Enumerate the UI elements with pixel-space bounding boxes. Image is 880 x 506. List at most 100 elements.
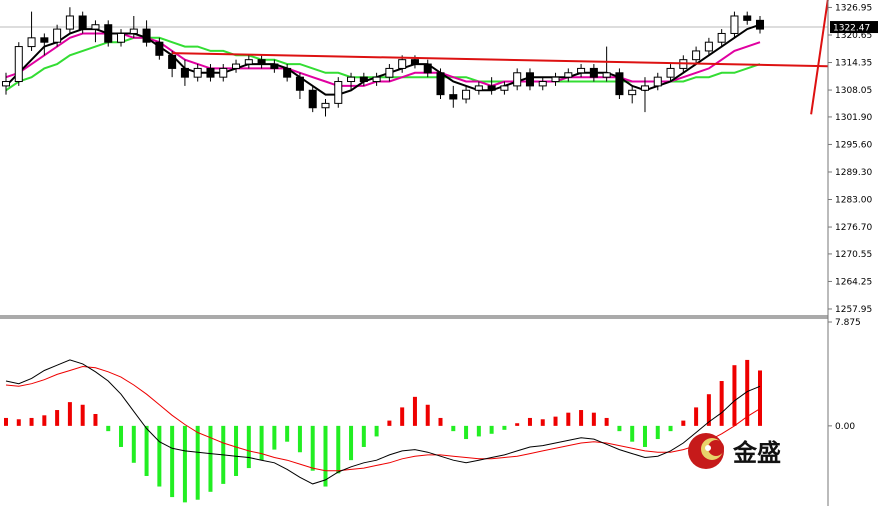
candlesticks	[1, 7, 765, 117]
price-tick-label: 1320.65	[835, 31, 872, 41]
current-price-marker: 1322.47	[830, 21, 878, 34]
price-tick-label: 1326.95	[835, 3, 872, 13]
macd-bar	[259, 425, 264, 461]
candle	[666, 64, 675, 82]
candle	[91, 20, 100, 43]
macd-bar	[642, 425, 647, 447]
candle-body	[104, 24, 113, 43]
macd-bar	[527, 417, 532, 426]
candle	[564, 68, 573, 82]
macd-bar	[131, 425, 136, 463]
macd-bar	[55, 410, 60, 426]
candle	[14, 42, 23, 86]
macd-bar	[425, 404, 430, 426]
price-tick-label: 1276.70	[835, 223, 872, 233]
candle-body	[347, 76, 356, 83]
candle-body	[244, 59, 253, 65]
trend-line	[810, 0, 829, 115]
candle-body	[232, 63, 241, 69]
candle-body	[462, 89, 471, 100]
macd-bar	[758, 370, 762, 426]
candle-body	[155, 41, 164, 56]
candle	[321, 99, 330, 117]
macd-bar	[67, 402, 72, 426]
candle-body	[117, 32, 126, 43]
candle-body	[142, 28, 151, 43]
candle-body	[436, 72, 445, 96]
macd-bar	[93, 413, 98, 426]
trend-line	[172, 52, 829, 68]
candle	[193, 64, 202, 82]
price-tick-label: 1301.90	[835, 113, 872, 123]
candle-body	[385, 67, 394, 78]
current-price-label: 1322.47	[833, 24, 870, 34]
macd-bar	[374, 425, 379, 437]
macd-main-line	[5, 359, 761, 485]
macd-bar	[182, 425, 187, 503]
macd-bar	[323, 425, 328, 487]
macd-bar	[502, 425, 507, 430]
candle-body	[65, 15, 74, 30]
macd-bar	[719, 381, 724, 426]
macd-bar	[29, 417, 34, 426]
macd-bar	[400, 407, 405, 426]
macd-bar	[617, 425, 622, 432]
macd-bar	[80, 404, 85, 426]
macd-bar	[451, 425, 456, 432]
macd-signal-line	[5, 365, 761, 472]
candle	[538, 77, 547, 91]
macd-bar	[157, 425, 162, 487]
price-tick-label: 1289.30	[835, 168, 872, 178]
candle	[513, 68, 522, 91]
candle-body	[308, 89, 317, 109]
price-tick-label: 1314.35	[835, 59, 872, 69]
candle	[653, 72, 662, 91]
candle-body	[270, 63, 279, 69]
candle	[283, 64, 292, 82]
candle	[385, 64, 394, 82]
candle-body	[640, 85, 649, 91]
candle	[602, 46, 611, 82]
candle	[730, 11, 739, 38]
macd-bar	[515, 423, 520, 426]
candle-body	[180, 67, 189, 78]
candle	[40, 33, 49, 56]
candle	[717, 29, 726, 47]
macd-bar	[272, 425, 277, 450]
price-tick-label: 1283.00	[835, 196, 872, 206]
macd-bar	[489, 425, 494, 434]
candle-body	[91, 24, 100, 30]
candle-body	[78, 15, 87, 30]
candle	[27, 11, 36, 51]
candle	[232, 59, 241, 73]
candle	[180, 59, 189, 86]
macd-bar	[630, 425, 635, 442]
current-price-box	[830, 21, 878, 34]
candle	[295, 72, 304, 100]
candle	[347, 72, 356, 91]
candle-body	[755, 19, 765, 30]
macd-tick-label: 7.875	[835, 318, 861, 328]
macd-bar	[668, 425, 673, 432]
macd-bar	[310, 425, 315, 471]
macd-bar	[119, 425, 124, 447]
macd-bar	[4, 417, 8, 426]
candle	[219, 64, 228, 82]
candle-body	[551, 76, 560, 83]
candle-body	[257, 59, 266, 65]
candle	[628, 85, 637, 104]
candle	[244, 55, 253, 69]
candle-body	[666, 67, 675, 78]
candle-body	[14, 46, 23, 83]
candle	[359, 72, 368, 86]
candle-body	[129, 28, 138, 34]
candle-body	[704, 41, 713, 52]
candle	[692, 46, 701, 65]
candle	[65, 7, 74, 34]
macd-bar	[195, 425, 200, 500]
candle	[129, 15, 138, 38]
candle-body	[193, 67, 202, 78]
candle	[334, 77, 343, 108]
candle	[270, 59, 279, 73]
